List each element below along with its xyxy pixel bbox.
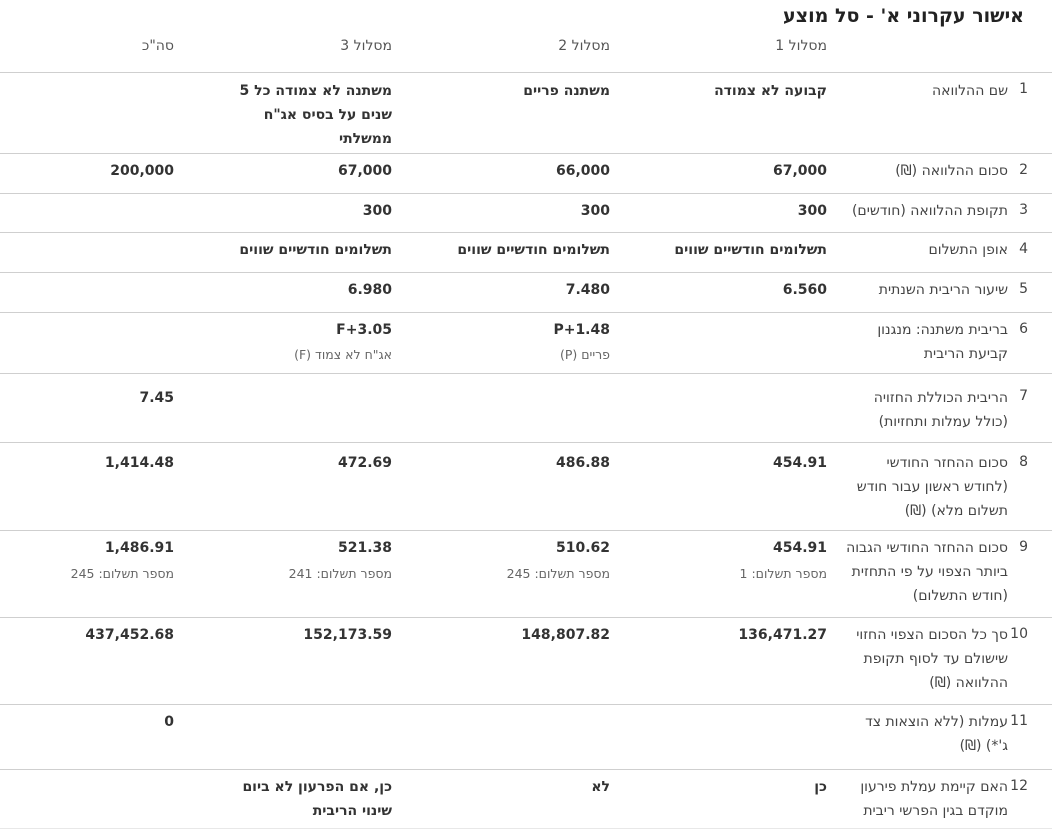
row-label: שם ההלוואה [931,83,1008,99]
row-number: 6 [1019,321,1028,337]
cell-track-3: 67,000 [337,163,392,179]
cell-track-1: 454.91 [772,540,827,556]
table-row: 9 סכום ההחזר החודשי הגבוה ביותר הצפוי על… [0,530,1052,617]
cell-track-1: 136,471.27 [738,627,827,643]
cell-track-3: 6.980 [347,282,392,298]
header-total: סה"כ [141,38,174,54]
row-number: 11 [1010,713,1028,729]
cell-total: 7.45 [139,390,174,406]
cell-total: 1,486.91 [104,540,174,556]
row-number: 12 [1010,778,1028,794]
table-row: 8 סכום ההחזר החודשי (לחודש ראשון עבור חו… [0,442,1052,530]
row-label: סכום ההחזר החודשי הגבוה ביותר הצפוי על פ… [846,540,1008,604]
row-number: 10 [1010,626,1028,642]
row-label: סכום ההחזר החודשי (לחודש ראשון עבור חודש… [856,455,1008,519]
cell-track-2: 66,000 [555,163,610,179]
cell-track-3: תשלומים חודשיים שווים [239,242,392,258]
cell-track-1: 6.560 [782,282,827,298]
cell-track-2: 486.88 [555,455,610,471]
table-row: 11 עמלות (ללא הוצאות צד ג'*) (₪) 0 [0,704,1052,769]
row-number: 5 [1019,281,1028,297]
row-label: אופן התשלום [928,242,1008,258]
cell-total: 437,452.68 [85,627,174,643]
cell-track-3: 300 [362,203,392,219]
cell-track-2: 7.480 [565,282,610,298]
cell-track-1: קבועה לא צמודה [714,83,827,99]
row-label: בריבית משתנה: מנגנון קביעת הריבית [877,322,1008,362]
row-number: 8 [1019,454,1028,470]
row-number: 2 [1019,162,1028,178]
table-row: 6 בריבית משתנה: מנגנון קביעת הריבית P+1.… [0,312,1052,373]
cell-total: 200,000 [110,163,174,179]
row-label: עמלות (ללא הוצאות צד ג'*) (₪) [865,714,1008,754]
header-track-1: מסלול 1 [775,38,827,54]
cell-track-3: כן, אם הפרעון לא ביום שינוי הריבית [242,779,392,819]
cell-track-2: 148,807.82 [521,627,610,643]
bottom-divider [0,828,1052,829]
row-label: תקופת ההלוואה (חודשים) [851,203,1008,219]
cell-track-3: משתנה לא צמודה כל 5 שנים על בסיס אג"ח ממ… [239,83,392,147]
row-label: הריבית הכוללת החזויה (כולל עמלות ותחזיות… [873,390,1008,430]
cell-track-2: 510.62 [555,540,610,556]
table-header: מסלול 1 מסלול 2 מסלול 3 סה"כ [0,38,1052,64]
table-row: 4 אופן התשלום תשלומים חודשיים שווים תשלו… [0,232,1052,272]
row-number: 9 [1019,539,1028,555]
row-number: 1 [1019,81,1028,97]
table-row: 1 שם ההלוואה קבועה לא צמודה משתנה פריים … [0,72,1052,153]
cell-track-1-sub: מספר תשלום: 1 [739,566,827,581]
cell-track-1: 454.91 [772,455,827,471]
table-row: 3 תקופת ההלוואה (חודשים) 300 300 300 [0,193,1052,232]
cell-track-2: 300 [580,203,610,219]
cell-total-sub: מספר תשלום: 245 [70,566,174,581]
row-label: סך כל הסכום הצפוי החזוי שישולם עד לסוף ת… [856,627,1008,691]
cell-track-1: 300 [797,203,827,219]
page-title: אישור עקרוני א' - סל מוצע [783,5,1024,27]
cell-total: 0 [164,714,174,730]
row-label: האם קיימת עמלת פירעון מוקדם בגין הפרשי ר… [860,779,1008,819]
table-row: 10 סך כל הסכום הצפוי החזוי שישולם עד לסו… [0,617,1052,704]
cell-track-3: 152,173.59 [303,627,392,643]
table-row: 12 האם קיימת עמלת פירעון מוקדם בגין הפרש… [0,769,1052,831]
cell-track-2: P+1.48 [553,322,610,338]
table-row: 7 הריבית הכוללת החזויה (כולל עמלות ותחזי… [0,373,1052,442]
cell-track-1: תשלומים חודשיים שווים [674,242,827,258]
cell-total: 1,414.48 [104,455,174,471]
cell-track-3: 521.38 [337,540,392,556]
cell-track-3: F+3.05 [336,322,392,338]
cell-track-2: לא [591,779,610,795]
header-track-2: מסלול 2 [558,38,610,54]
cell-track-2: משתנה פריים [523,83,610,99]
header-track-3: מסלול 3 [340,38,392,54]
cell-track-1: כן [814,779,827,795]
row-number: 7 [1019,388,1028,404]
cell-track-2-sub: מספר תשלום: 245 [506,566,610,581]
row-number: 3 [1019,202,1028,218]
row-label: שיעור הריבית השנתית [878,282,1008,298]
table-row: 5 שיעור הריבית השנתית 6.560 7.480 6.980 [0,272,1052,312]
cell-track-2-sub: פריים (P) [559,347,610,362]
table-row: 2 סכום ההלוואה (₪) 67,000 66,000 67,000 … [0,153,1052,193]
cell-track-1: 67,000 [772,163,827,179]
row-label: סכום ההלוואה (₪) [895,163,1008,179]
cell-track-3: 472.69 [337,455,392,471]
cell-track-2: תשלומים חודשיים שווים [457,242,610,258]
loan-table: 1 שם ההלוואה קבועה לא צמודה משתנה פריים … [0,72,1052,831]
row-number: 4 [1019,241,1028,257]
cell-track-3-sub: אג"ח לא צמוד (F) [294,347,392,362]
cell-track-3-sub: מספר תשלום: 241 [288,566,392,581]
